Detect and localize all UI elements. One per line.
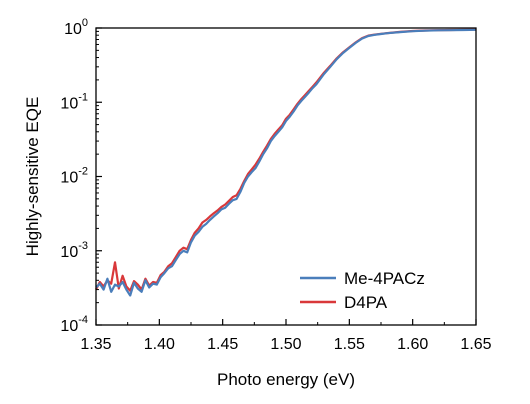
y-tick-exponent: -4 (78, 314, 88, 326)
x-tick-label: 1.65 (460, 336, 491, 353)
y-tick-label: 10-1 (60, 91, 88, 112)
y-tick-exponent: 0 (82, 17, 88, 29)
y-tick-base: 10 (64, 21, 82, 38)
legend-label-0: Me-4PACz (344, 269, 425, 288)
y-tick-exponent: -3 (78, 240, 88, 252)
legend: Me-4PACz D4PA (300, 269, 425, 312)
y-tick-base: 10 (60, 170, 78, 187)
y-tick-base: 10 (60, 244, 78, 261)
x-tick-label: 1.60 (397, 336, 428, 353)
y-tick-label: 100 (64, 17, 88, 38)
plot-lines (95, 28, 477, 297)
y-tick-exponent: -1 (78, 91, 88, 103)
x-tick-label: 1.35 (80, 336, 111, 353)
y-tick-exponent: -2 (78, 166, 88, 178)
x-axis: 1.35 1.40 1.45 1.50 1.55 1.60 1.65 (80, 319, 492, 353)
y-tick-label: 10-4 (60, 314, 88, 335)
y-tick-label: 10-2 (60, 166, 88, 187)
y-tick-base: 10 (60, 95, 78, 112)
x-tick-label: 1.40 (144, 336, 175, 353)
x-tick-label: 1.50 (270, 336, 301, 353)
y-tick-base: 10 (60, 318, 78, 335)
x-tick-label: 1.45 (207, 336, 238, 353)
legend-label-1: D4PA (344, 293, 388, 312)
x-tick-label: 1.55 (334, 336, 365, 353)
series-line-1 (95, 28, 477, 292)
y-axis-title: Highly-sensitive EQE (23, 97, 42, 257)
y-tick-label: 10-3 (60, 240, 88, 261)
x-axis-title: Photo energy (eV) (217, 370, 355, 389)
series-line-0 (95, 28, 477, 297)
